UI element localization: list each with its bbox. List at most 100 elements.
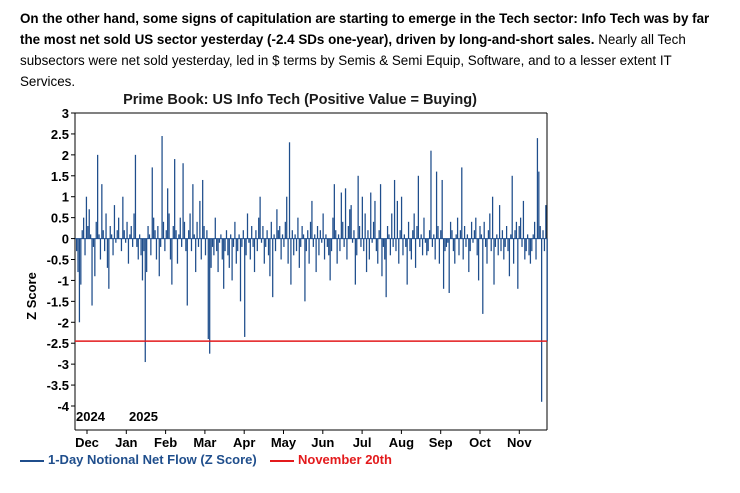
data-bar bbox=[235, 238, 237, 264]
data-bar bbox=[395, 238, 397, 252]
data-bar bbox=[147, 226, 149, 239]
legend-swatch-flow bbox=[20, 459, 44, 462]
data-bar bbox=[444, 238, 446, 252]
data-bar bbox=[364, 213, 366, 239]
data-bar bbox=[423, 217, 425, 239]
data-bar bbox=[508, 238, 511, 277]
data-bar bbox=[178, 234, 180, 239]
data-bar bbox=[521, 238, 523, 247]
data-bar bbox=[510, 234, 512, 239]
data-bar bbox=[199, 200, 201, 239]
data-bar bbox=[402, 238, 404, 256]
data-bar bbox=[263, 238, 265, 264]
data-bar bbox=[157, 226, 159, 239]
data-bar bbox=[309, 221, 312, 239]
data-bar bbox=[225, 230, 228, 239]
data-bar bbox=[407, 221, 410, 239]
data-bar bbox=[399, 230, 401, 239]
data-bar bbox=[419, 238, 421, 247]
data-bar bbox=[514, 230, 516, 239]
data-bar bbox=[112, 238, 114, 256]
data-bar bbox=[206, 230, 208, 239]
data-bar bbox=[374, 200, 376, 239]
data-bar bbox=[134, 154, 137, 239]
data-bar bbox=[417, 175, 419, 239]
data-bar bbox=[176, 238, 179, 264]
data-bar bbox=[384, 238, 386, 260]
data-bar bbox=[512, 238, 515, 264]
data-bar bbox=[284, 221, 286, 239]
data-bar bbox=[529, 238, 532, 264]
data-bar bbox=[245, 238, 247, 256]
data-bar bbox=[133, 213, 135, 239]
data-bar bbox=[83, 217, 85, 239]
data-bar bbox=[410, 238, 412, 260]
data-bar bbox=[311, 200, 313, 239]
data-bar bbox=[541, 238, 543, 402]
data-bar bbox=[503, 238, 505, 260]
data-bar bbox=[251, 226, 253, 239]
data-bar bbox=[493, 238, 495, 285]
data-bar bbox=[113, 205, 116, 239]
data-bar bbox=[223, 238, 225, 289]
data-bar bbox=[290, 238, 292, 285]
data-bar bbox=[80, 238, 82, 285]
data-bar bbox=[232, 238, 235, 247]
data-bar bbox=[344, 188, 347, 239]
data-bar bbox=[371, 238, 373, 243]
data-bar bbox=[258, 217, 260, 239]
data-bar bbox=[517, 238, 519, 289]
data-bar bbox=[379, 184, 382, 239]
data-bar bbox=[185, 238, 187, 252]
y-tick-label: 2 bbox=[62, 148, 69, 163]
data-bar bbox=[293, 238, 295, 256]
data-bar bbox=[440, 230, 442, 239]
data-bar bbox=[90, 234, 92, 239]
data-bar bbox=[388, 234, 390, 239]
data-bar bbox=[169, 238, 172, 260]
x-tick-label: Jan bbox=[115, 435, 137, 450]
data-bar bbox=[479, 226, 481, 239]
data-bar bbox=[372, 221, 375, 239]
data-bar bbox=[539, 226, 541, 239]
data-bar bbox=[528, 238, 530, 256]
data-bar bbox=[465, 238, 467, 247]
data-bar bbox=[122, 196, 124, 239]
data-bar bbox=[231, 238, 233, 281]
data-bar bbox=[192, 184, 194, 239]
bar-series bbox=[75, 136, 548, 402]
data-bar bbox=[106, 238, 109, 268]
data-bar bbox=[111, 234, 113, 239]
data-bar bbox=[277, 230, 279, 239]
data-bar bbox=[406, 238, 408, 285]
data-bar bbox=[190, 238, 193, 252]
data-bar bbox=[181, 238, 183, 247]
data-bar bbox=[489, 213, 491, 239]
data-bar bbox=[484, 238, 487, 247]
data-bar bbox=[393, 179, 396, 239]
data-bar bbox=[150, 238, 152, 256]
data-bar bbox=[524, 238, 526, 260]
data-bar bbox=[265, 238, 267, 247]
data-bar bbox=[507, 238, 509, 252]
data-bar bbox=[342, 221, 344, 239]
data-bar bbox=[333, 184, 335, 239]
data-bar bbox=[188, 230, 190, 239]
data-bar bbox=[164, 238, 166, 252]
data-bar bbox=[287, 238, 289, 264]
data-bar bbox=[377, 238, 379, 264]
data-bar bbox=[535, 238, 537, 260]
data-bar bbox=[476, 238, 478, 256]
data-bar bbox=[545, 205, 547, 239]
data-bar bbox=[445, 238, 448, 247]
chart-title: Prime Book: US Info Tech (Positive Value… bbox=[123, 92, 477, 108]
data-bar bbox=[413, 213, 415, 239]
data-bar bbox=[262, 226, 264, 239]
data-bar bbox=[392, 238, 394, 247]
x-tick-label: Jul bbox=[353, 435, 372, 450]
data-bar bbox=[356, 238, 358, 256]
data-bar bbox=[328, 238, 330, 256]
y-axis-label: Z Score bbox=[24, 272, 39, 320]
data-bar bbox=[273, 234, 275, 239]
data-bar bbox=[116, 230, 118, 239]
